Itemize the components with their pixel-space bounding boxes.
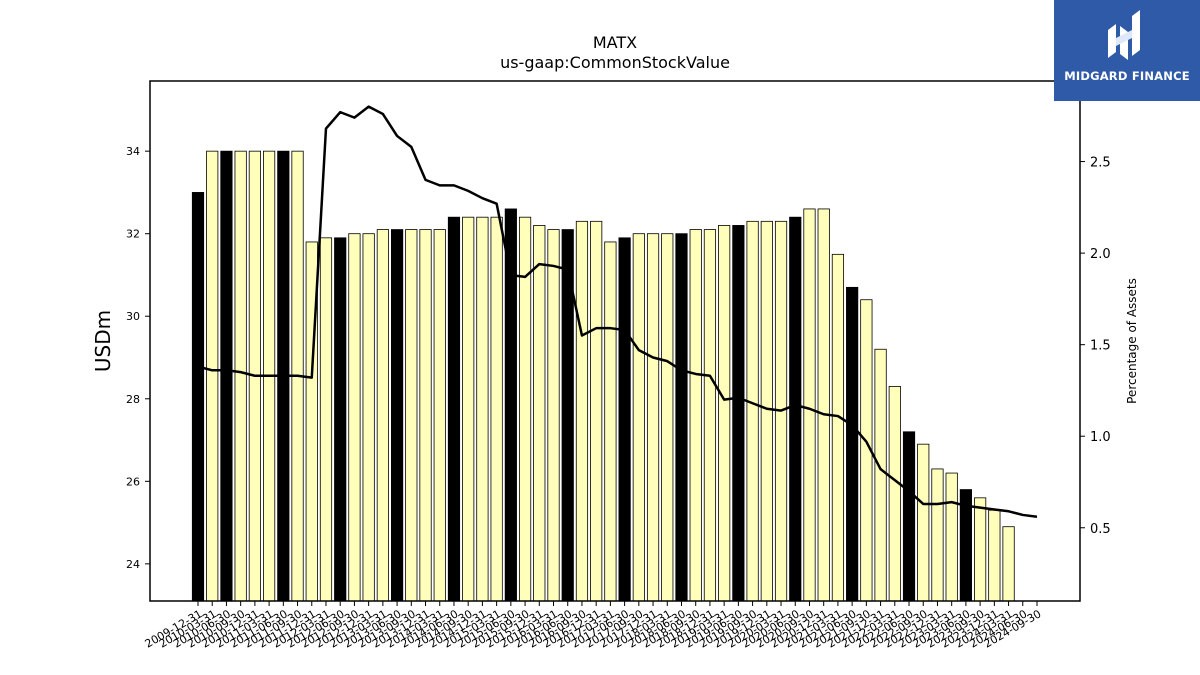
bar-2017-12-31 <box>646 233 660 602</box>
y-tick-label-32: 32 <box>126 228 140 241</box>
y2-tick-label-2.0: 2.0 <box>1090 247 1111 262</box>
bar-2018-03-31 <box>661 233 674 602</box>
bar-2015-12-31 <box>533 225 546 602</box>
bar-2019-06-30 <box>732 225 745 602</box>
bar-2024-03-31 <box>1002 526 1015 602</box>
bar-2019-03-31 <box>718 225 731 602</box>
y-tick-label-30: 30 <box>126 310 140 323</box>
bar-2016-09-30 <box>575 220 589 602</box>
bar-2020-09-30 <box>803 208 816 602</box>
bar-2017-09-30 <box>632 233 645 602</box>
logo-text: MIDGARD FINANCE <box>1064 69 1190 83</box>
bar-2013-03-31 <box>376 229 389 602</box>
bar-2017-06-30 <box>618 237 631 602</box>
bar-2023-03-31 <box>945 472 958 602</box>
brand-logo: MIDGARD FINANCE <box>1054 0 1200 101</box>
x-axis: 2009-12-312010-03-312010-06-302010-09-30… <box>143 601 1044 651</box>
bar-2013-06-30 <box>390 229 404 602</box>
bar-2014-06-30 <box>447 216 461 602</box>
bar-2023-12-31 <box>988 509 1001 602</box>
y2-tick-label-2.5: 2.5 <box>1090 156 1111 171</box>
bar-2022-12-31 <box>931 468 944 602</box>
bars-layer <box>191 150 1015 602</box>
bar-2022-06-30 <box>902 431 916 602</box>
bar-2014-12-31 <box>476 216 489 602</box>
bar-2019-12-31 <box>760 220 773 602</box>
bar-2021-12-31 <box>874 348 887 602</box>
bar-2012-03-31 <box>319 237 333 602</box>
bar-2022-09-30 <box>917 443 930 602</box>
y-axis-right: 0.5 1.0 1.5 2.0 2.5 <box>1080 156 1111 537</box>
chart-title: MATX <box>593 33 637 52</box>
plot-frame <box>149 80 1081 602</box>
y2-tick-label-1.5: 1.5 <box>1090 339 1111 354</box>
bar-2010-03-31 <box>206 150 219 602</box>
y-tick-label-28: 28 <box>126 393 140 406</box>
bar-2018-06-30 <box>675 233 688 602</box>
bar-2020-12-31 <box>817 208 830 602</box>
bar-2010-09-30 <box>234 150 247 602</box>
bar-2010-06-30 <box>220 150 233 602</box>
bar-2012-09-30 <box>348 233 361 602</box>
y-axis-label: USDm <box>91 310 115 372</box>
y2-axis-label: Percentage of Assets <box>1125 278 1139 404</box>
logo-mark-icon <box>1108 10 1140 60</box>
bar-2017-03-31 <box>604 241 617 602</box>
chart-subtitle: us-gaap:CommonStockValue <box>500 53 730 72</box>
bar-2022-03-31 <box>888 385 901 602</box>
bar-2013-12-31 <box>419 229 432 602</box>
bar-2016-12-31 <box>590 220 603 602</box>
bar-2014-09-30 <box>462 216 475 602</box>
bar-2012-06-30 <box>334 237 347 602</box>
bar-2013-09-30 <box>405 229 418 602</box>
bar-2015-03-31 <box>490 216 503 602</box>
bar-2021-03-31 <box>831 253 845 602</box>
bar-2014-03-31 <box>433 229 446 602</box>
bar-2009-12-31 <box>191 192 205 602</box>
percentage-line <box>197 105 1038 519</box>
bar-2016-03-31 <box>547 229 560 602</box>
y-tick-label-34: 34 <box>126 145 140 158</box>
bar-2018-09-30 <box>689 229 702 602</box>
bar-2018-12-31 <box>703 229 717 602</box>
y-tick-label-24: 24 <box>126 558 140 571</box>
bar-2019-09-30 <box>746 220 759 602</box>
y2-tick-label-1.0: 1.0 <box>1090 430 1111 445</box>
bar-2021-06-30 <box>846 286 859 602</box>
y2-tick-label-0.5: 0.5 <box>1090 522 1111 537</box>
bar-2023-09-30 <box>974 497 987 602</box>
bar-2020-06-30 <box>789 216 802 602</box>
y-axis-left: 24 26 28 30 32 34 <box>126 145 150 571</box>
bar-2012-12-31 <box>362 233 375 602</box>
bar-2015-06-30 <box>504 208 517 602</box>
y-tick-label-26: 26 <box>126 475 140 488</box>
line-layer <box>197 105 1038 519</box>
